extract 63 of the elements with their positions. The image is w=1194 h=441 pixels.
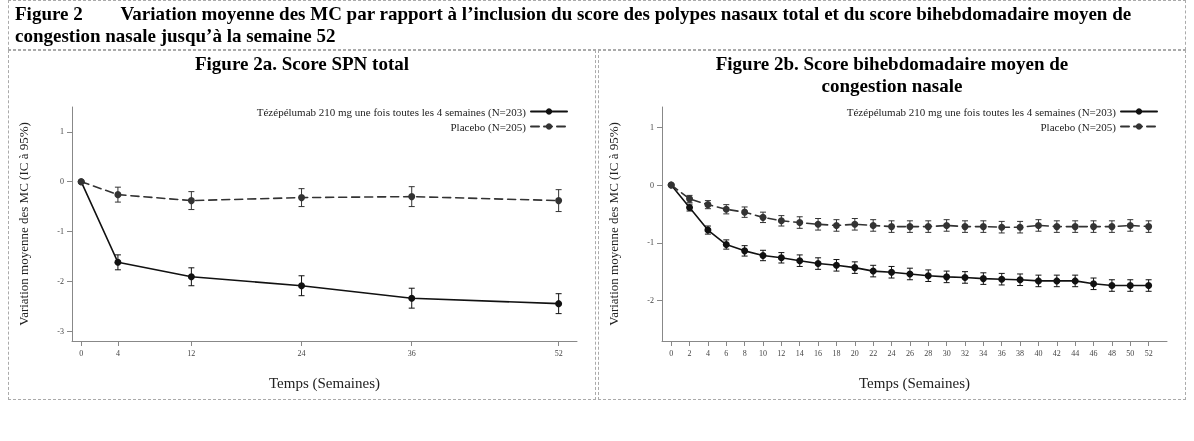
x-tick-label: 12 [777,348,786,358]
x-tick-label: 36 [407,348,416,358]
y-tick-label: -2 [647,296,654,306]
legend-label: Tézépélumab 210 mg une fois toutes les 4 semaines (N=203) [256,105,527,119]
point [555,300,563,308]
point [298,282,306,290]
x-tick-label: 52 [1144,348,1153,358]
chart-title: Figure 2a. Score SPN total [193,52,411,76]
x-tick-label: 42 [1052,348,1061,358]
x-tick-label: 2 [687,348,692,358]
x-tick-label: 12 [187,348,196,358]
x-tick-label: 22 [869,348,878,358]
y-tick-label: -3 [57,326,64,336]
x-tick-label: 48 [1107,348,1116,358]
point [408,294,416,302]
chart-title: Figure 2b. Score bihebdomadaire moyen de congestion nasale [714,52,1070,98]
x-tick-label: 34 [979,348,988,358]
x-tick-label: 8 [742,348,747,358]
x-tick-label: 32 [961,348,969,358]
x-tick-label: 52 [554,348,563,358]
point [408,193,416,201]
legend-label: Placebo (N=205) [450,120,527,134]
x-tick-label: 10 [759,348,767,358]
x-tick-label: 4 [115,348,120,358]
y-tick-label: -1 [647,238,654,248]
x-tick-label: 46 [1089,348,1098,358]
point [187,273,195,281]
x-tick-label: 36 [997,348,1006,358]
x-tick-label: 30 [942,348,951,358]
y-tick-label: 0 [60,177,64,187]
x-axis-title: Temps (Semaines) [858,374,971,392]
x-tick-label: 16 [814,348,823,358]
point [114,191,122,199]
x-tick-label: 6 [724,348,729,358]
y-tick-label: 1 [650,122,654,132]
y-tick-label: -2 [57,276,64,286]
x-axis-title: Temps (Semaines) [268,374,381,392]
x-tick-label: 24 [297,348,306,358]
y-tick-label: 0 [650,180,654,190]
caption: Figure 2 Variation moyenne des MC par rapport à l’inclusion du score des polypes nasaux total et du score bihebdomadaire moyen de congestion nasale jusqu’à la semaine 52 [8,0,1186,50]
x-tick-label: 0 [79,348,84,358]
x-tick-label: 0 [669,348,674,358]
x-tick-label: 4 [705,348,710,358]
x-tick-label: 44 [1071,348,1080,358]
x-tick-label: 14 [795,348,804,358]
legend-label: Placebo (N=205) [1040,120,1117,134]
y-tick-label: -1 [57,226,64,236]
x-tick-label: 26 [905,348,914,358]
x-tick-label: 20 [850,348,859,358]
x-tick-label: 28 [924,348,933,358]
point [187,197,195,205]
y-tick-label: 1 [60,127,64,137]
y-axis-title: Variation moyenne des MC (IC à 95%) [16,122,31,326]
x-tick-label: 40 [1034,348,1043,358]
x-tick-label: 18 [832,348,841,358]
point [555,197,563,205]
legend-label: Tézépélumab 210 mg une fois toutes les 4 semaines (N=203) [846,105,1117,119]
point [114,258,122,266]
x-tick-label: 50 [1126,348,1135,358]
x-tick-label: 24 [887,348,896,358]
y-axis-title: Variation moyenne des MC (IC à 95%) [606,122,621,326]
point [298,194,306,202]
x-tick-label: 38 [1016,348,1025,358]
